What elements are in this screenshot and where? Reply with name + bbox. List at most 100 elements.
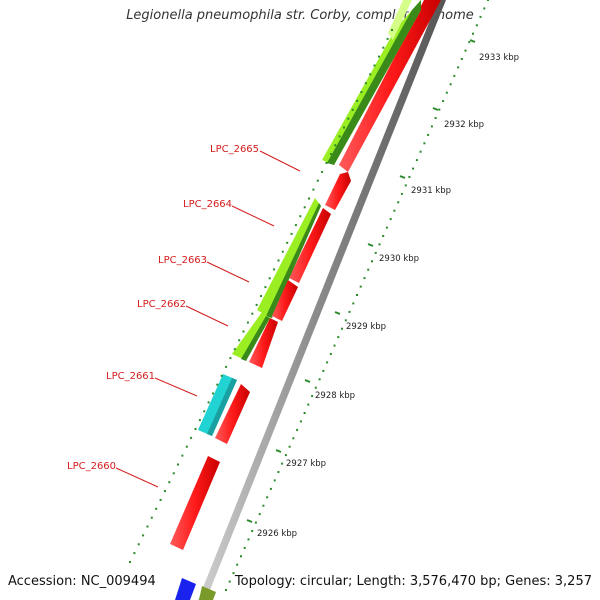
scale-tick-2928 (304, 379, 311, 383)
genome-summary-text: Topology: circular; Length: 3,576,470 bp… (234, 574, 592, 589)
outer-ruler-dot (483, 7, 486, 10)
outer-ruler-dot (296, 428, 299, 431)
outer-ruler-dot (472, 32, 474, 35)
outer-ruler-dot (464, 49, 467, 52)
scale-label-2933: 2933 kbp (479, 53, 519, 63)
gene-arrow-lpc2660 (170, 456, 220, 550)
scale-tick-2926 (246, 519, 253, 523)
outer-ruler-dot (240, 555, 242, 558)
inner-ruler-dot (146, 525, 149, 528)
outer-ruler-dot (385, 226, 388, 229)
inner-ruler-dot (181, 454, 184, 457)
outer-ruler-dot (329, 353, 332, 355)
inner-ruler-dot (312, 188, 315, 191)
outer-ruler-dot (311, 395, 314, 398)
inner-ruler-dot (347, 117, 350, 120)
inner-ruler-dot (338, 135, 341, 138)
gene-tracks (170, 0, 441, 600)
inner-ruler-dot (351, 108, 354, 111)
inner-ruler-dot (203, 410, 206, 413)
outer-ruler-dot (442, 100, 445, 103)
outer-ruler-dot (412, 167, 415, 170)
outer-ruler-dot (247, 538, 250, 541)
outer-ruler-dot (427, 133, 430, 136)
scale-label-2932: 2932 kbp (444, 120, 484, 130)
inner-ruler-dot (386, 37, 389, 40)
inner-ruler-dot (185, 445, 188, 448)
outer-ruler-dot (457, 66, 460, 69)
outer-ruler-dot (243, 546, 246, 549)
inner-ruler-dot (260, 295, 262, 297)
gene-arrow-lpc2662 (249, 318, 278, 368)
scale-tick-2929 (334, 311, 341, 315)
outer-ruler-dot (367, 268, 370, 271)
inner-ruler-dot (356, 99, 359, 102)
outer-ruler-dot (363, 277, 366, 280)
inner-ruler-dot (316, 179, 319, 182)
inner-ruler-dot (382, 46, 385, 49)
scale-tick-2930 (367, 243, 374, 247)
inner-ruler-dot (373, 64, 376, 67)
inner-ruler-dot (194, 428, 197, 430)
inner-ruler-dot (377, 55, 380, 58)
scale-label-2927: 2927 kbp (286, 459, 326, 469)
gene-label-lpc2661: LPC_2661 (106, 371, 155, 382)
gene-arrow-lpc2661 (215, 384, 250, 444)
inner-ruler-dot (268, 277, 271, 280)
outer-ruler-dot (348, 310, 351, 313)
outer-ruler-dot (269, 487, 272, 490)
outer-ruler-dot (314, 386, 317, 389)
outer-ruler-dot (318, 378, 321, 381)
outer-ruler-dot (292, 437, 295, 440)
outer-ruler-dot (479, 15, 482, 18)
scale-label-2928: 2928 kbp (315, 391, 355, 401)
leader-line-lpc2662 (185, 305, 229, 327)
outer-ruler-dot (449, 83, 452, 86)
outer-ruler-dot (423, 142, 426, 145)
inner-ruler-dot (216, 383, 219, 386)
outer-ruler-dot (326, 361, 329, 364)
inner-ruler-dot (246, 321, 249, 324)
inner-ruler-dot (255, 303, 258, 306)
leader-line-lpc2660 (115, 467, 159, 488)
outer-ruler-dot (307, 403, 310, 406)
outer-ruler-dot (400, 192, 403, 195)
inner-ruler-dot (281, 250, 284, 253)
scale-label-2930: 2930 kbp (379, 254, 419, 264)
outer-ruler-dot (389, 218, 392, 221)
inner-ruler-dot (207, 401, 210, 404)
outer-ruler-dot (460, 58, 463, 60)
inner-ruler-dot (251, 312, 254, 315)
outer-ruler-dot (299, 420, 302, 423)
outer-ruler-dot (371, 260, 373, 263)
inner-ruler-dot (299, 215, 302, 218)
outer-ruler-dot (374, 251, 377, 254)
scale-tick-2933 (469, 39, 476, 43)
outer-ruler-dot (408, 176, 411, 178)
inner-ruler-dots (129, 29, 393, 563)
inner-ruler-dot (212, 392, 214, 395)
inner-ruler-dot (238, 339, 241, 342)
inner-ruler-dot (142, 534, 145, 537)
inner-ruler-dot (286, 241, 289, 244)
outer-ruler-dot (434, 117, 437, 119)
outer-ruler-dot (266, 496, 269, 499)
inner-ruler-dot (369, 73, 372, 76)
outer-ruler-dot (251, 530, 254, 532)
inner-ruler-dot (294, 224, 297, 227)
inner-ruler-dot (172, 472, 175, 475)
gene-arrow-lpc2664 (289, 208, 331, 283)
gene-label-lpc2663: LPC_2663 (158, 255, 207, 266)
inner-ruler-dot (220, 374, 223, 377)
outer-ruler-dot (487, 0, 489, 1)
gene-green-lpc2664-dark (266, 203, 321, 318)
scale-label-2931: 2931 kbp (411, 186, 451, 196)
outer-ruler-dot (225, 589, 227, 591)
inner-ruler-dot (334, 144, 337, 147)
outer-ruler-dot (438, 108, 441, 111)
outer-ruler-dot (344, 319, 347, 322)
inner-ruler-dot (321, 170, 324, 173)
gene-arrow-lpc2665 (325, 172, 351, 210)
inner-ruler-dot (137, 543, 140, 546)
